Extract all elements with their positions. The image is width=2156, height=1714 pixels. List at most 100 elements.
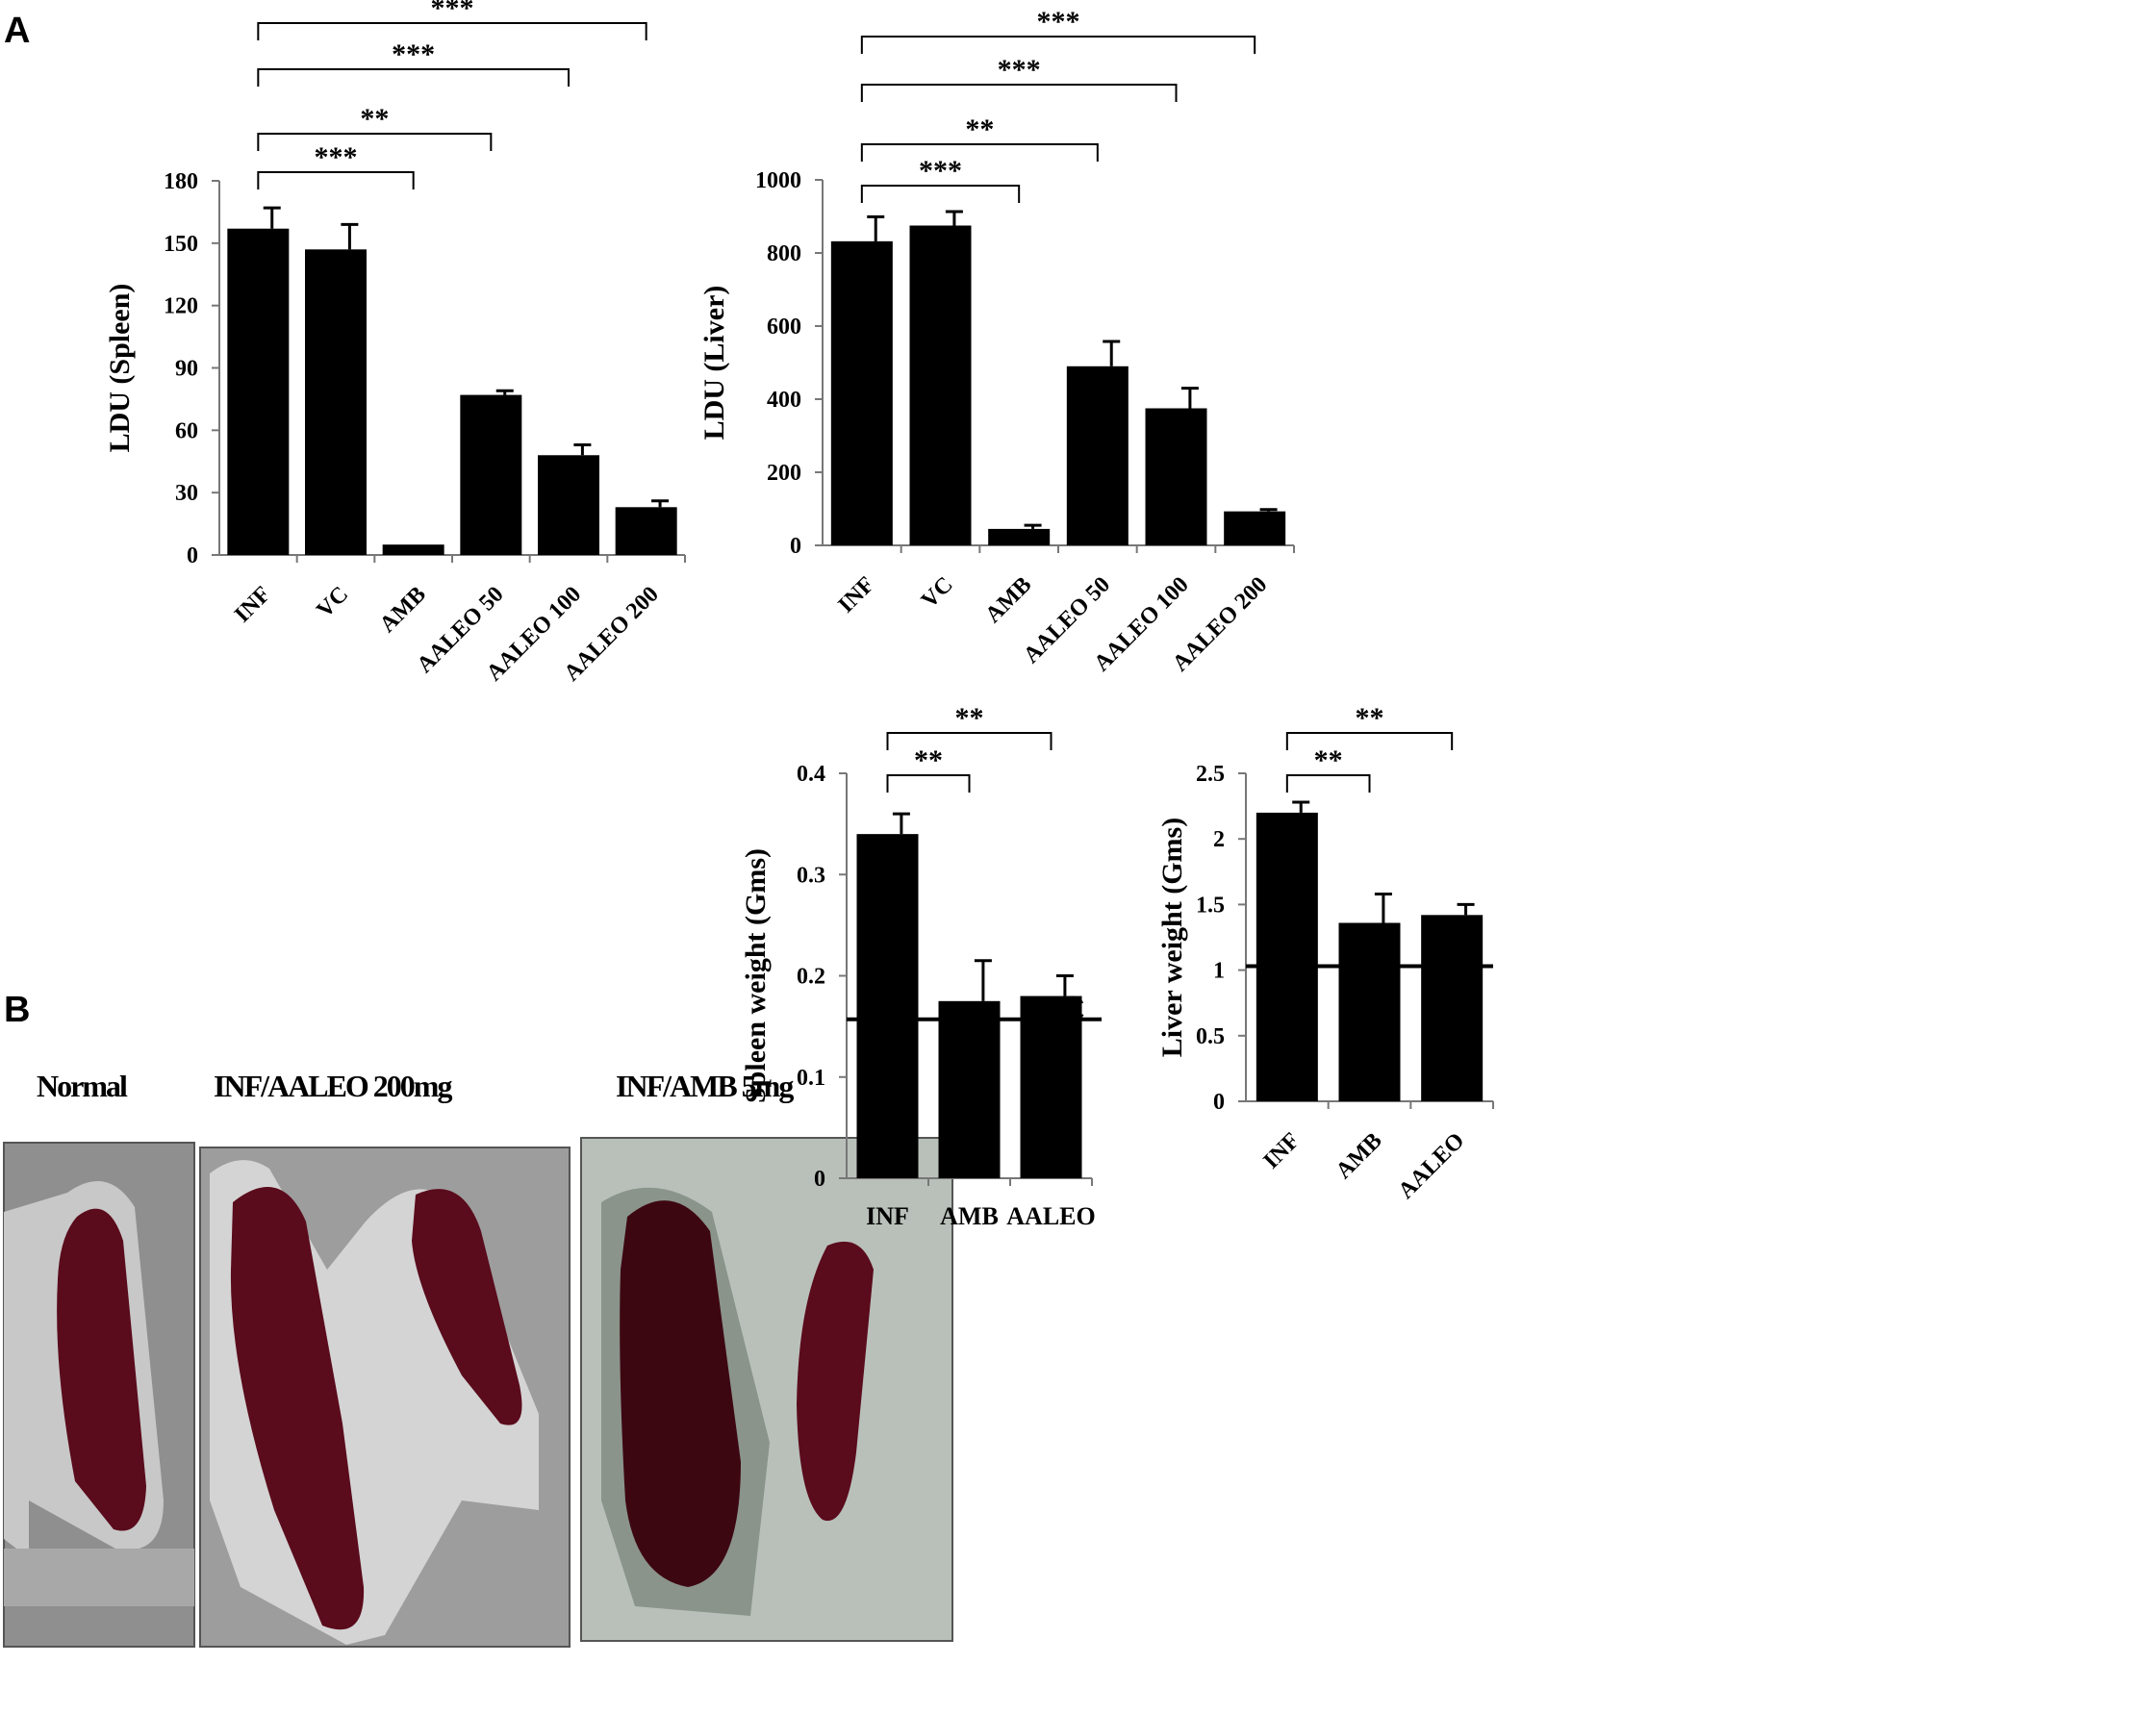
bar-amb [938,1000,1001,1178]
significance-label: *** [315,141,358,173]
significance-label: *** [392,38,435,70]
y-tick-label: 1000 [755,168,801,193]
chart-liver-weight: 0 0.5 1 1.5 2 2.5 INF AMB AALEO Liver weight (Gms… [1156,702,1494,1204]
significance-label: ** [1356,702,1384,734]
y-tick-label: 30 [175,481,198,506]
x-tick-label: AMB [375,582,431,638]
spleen-aaleo-left [230,1187,365,1630]
y-tick-label: 180 [164,169,198,194]
y-tick-label: 90 [175,357,198,382]
x-tick-label: VC [312,582,353,623]
bar-amb [1338,922,1401,1101]
significance-label: ** [360,103,389,135]
significance-bracket [860,185,1021,203]
y-tick-label: 0.5 [1196,1024,1225,1049]
bar-amb [382,544,444,555]
significance-label: ** [965,113,994,145]
significance-label: *** [1037,6,1080,38]
panel-label-b: B [4,990,30,1030]
x-tick-label: INF [866,1202,909,1230]
significance-label: *** [919,155,962,187]
spleen-amb-right [797,1241,874,1522]
y-tick-label: 0.2 [797,965,825,990]
bar-vc [909,225,972,545]
y-tick-label: 1 [1213,959,1225,984]
y-tick-label: 0 [1213,1090,1225,1115]
y-tick-label: 0 [814,1167,825,1192]
spleen-amb-left [620,1200,741,1587]
x-tick-label: AALEO [1006,1202,1095,1230]
photo-label-aaleo: INF/AALEO 200mg [214,1069,452,1103]
x-tick-label: AMB [940,1202,999,1230]
y-tick-label: 1.5 [1196,893,1225,918]
y-tick-label: 150 [164,232,198,257]
bar-inf [830,240,893,545]
spleen-normal [57,1208,146,1531]
organ-photos: Normal INF/AALEO 200mg INF/AMB 5mg [3,1069,953,1648]
y-axis-label: LDU (Spleen) [104,284,136,453]
significance-bracket [860,143,1099,162]
y-tick-label: 2 [1213,827,1225,852]
panel-label-a: A [4,11,30,51]
photo-label-normal: Normal [37,1069,128,1103]
y-axis-label: Spleen weight (Gms) [740,848,772,1103]
y-tick-label: 0 [790,534,801,559]
significance-label: ** [1314,744,1343,776]
bar-aaleo-50 [460,394,522,555]
bar-inf [856,834,919,1178]
bar-inf [1256,812,1318,1101]
y-tick-label: 0.1 [797,1066,825,1091]
y-tick-label: 120 [164,294,198,319]
significance-label: *** [998,54,1041,86]
y-tick-label: 0 [187,543,198,568]
y-tick-label: 400 [767,388,801,413]
x-tick-label: AMB [980,572,1036,628]
y-axis-label: Liver weight (Gms) [1156,818,1188,1057]
significance-bracket [886,774,971,793]
significance-label: *** [431,0,474,24]
y-tick-label: 600 [767,315,801,340]
y-tick-label: 200 [767,461,801,486]
x-tick-label: INF [1258,1128,1305,1174]
bar-aaleo [1421,915,1484,1101]
significance-bracket [860,36,1256,54]
x-tick-label: AALEO [1394,1128,1470,1204]
x-tick-label: VC [917,572,958,614]
significance-bracket [860,84,1178,102]
bar-aaleo-200 [1224,511,1286,545]
y-tick-label: 60 [175,418,198,443]
bar-inf [227,228,290,555]
bar-aaleo-200 [615,507,677,555]
photo-label-amb: INF/AMB 5mg [616,1069,794,1103]
y-axis-label: LDU (Liver) [698,286,730,441]
bar-aaleo-100 [538,455,599,555]
bar-aaleo [1020,996,1082,1178]
chart-spleen-weight: 0 0.1 0.2 0.3 0.4 INF AMB AALEO Spleen weight (G… [740,702,1102,1230]
y-tick-label: 0.4 [797,762,825,787]
bar-vc [305,249,367,555]
y-tick-label: 2.5 [1196,762,1225,787]
bar-aaleo-50 [1066,365,1129,545]
significance-bracket [257,171,415,189]
y-tick-label: 0.3 [797,863,825,888]
spleen-aaleo-right [412,1189,522,1425]
significance-bracket [1285,774,1371,793]
significance-label: ** [955,702,984,734]
photo-aaleo-200 [199,1147,571,1648]
significance-bracket [886,732,1053,750]
bar-amb [988,528,1051,545]
significance-label: ** [914,744,943,776]
x-tick-label: INF [833,572,879,618]
photo-amb-5 [580,1137,953,1642]
significance-bracket [257,68,570,87]
x-tick-label: AMB [1332,1128,1387,1184]
bar-aaleo-100 [1145,408,1207,545]
significance-bracket [257,22,647,40]
x-tick-label: INF [230,582,276,628]
y-tick-label: 800 [767,241,801,266]
photo-normal [3,1142,195,1648]
significance-bracket [257,133,493,151]
